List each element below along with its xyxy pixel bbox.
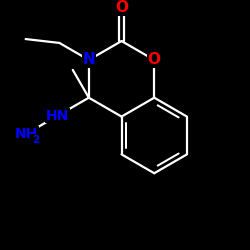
Text: NH: NH (15, 126, 38, 140)
Text: O: O (115, 0, 128, 15)
Text: N: N (82, 52, 95, 68)
Text: 2: 2 (32, 135, 40, 145)
Text: HN: HN (46, 109, 69, 123)
Text: O: O (148, 52, 161, 68)
